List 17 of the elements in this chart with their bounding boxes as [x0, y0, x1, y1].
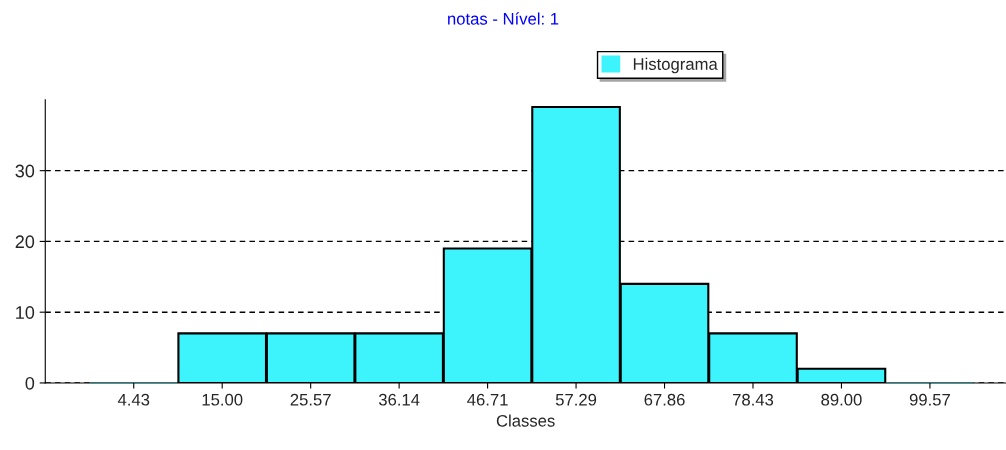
y-tick-label: 0: [25, 376, 35, 390]
legend-label: Histograma: [633, 57, 718, 74]
chart-title: notas - Nível: 1: [448, 12, 559, 25]
x-tick-label: 99.57: [909, 393, 950, 406]
y-tick-label: 30: [15, 164, 35, 178]
x-axis-title: Classes: [496, 414, 555, 427]
y-tick-label: 10: [16, 306, 35, 319]
x-tick-label: 4.43: [117, 393, 150, 406]
x-tick-label: 67.86: [644, 393, 685, 406]
x-tick-label: 15.00: [202, 393, 243, 406]
x-tick-label: 46.71: [467, 393, 508, 406]
y-tick-label: 20: [15, 235, 35, 249]
x-tick-label: 36.14: [378, 393, 420, 406]
x-tick-label: 78.43: [732, 393, 774, 406]
x-tick-label: 89.00: [821, 393, 862, 406]
x-tick-label: 57.29: [555, 393, 597, 406]
x-tick-label: 25.57: [290, 393, 331, 406]
